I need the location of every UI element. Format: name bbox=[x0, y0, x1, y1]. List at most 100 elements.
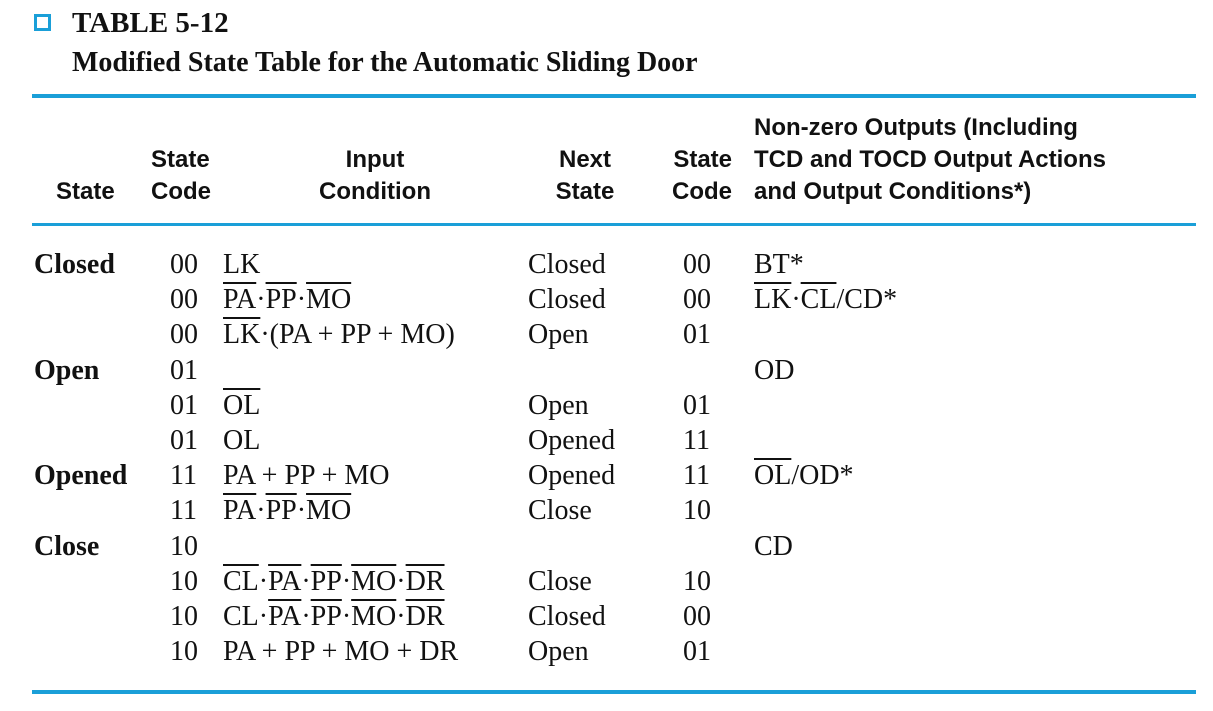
next-state-cell: Open bbox=[528, 319, 589, 351]
next-state-cell: Opened bbox=[528, 425, 616, 456]
input-condition-cell: PA + PP + MO bbox=[223, 458, 389, 493]
header-input-line2: Condition bbox=[319, 178, 431, 205]
next-state-cell: Closed bbox=[528, 284, 606, 316]
state-code-cell: 10 bbox=[170, 601, 198, 632]
term: PA + PP + MO + DR bbox=[223, 636, 459, 668]
input-condition-cell: LK·(PA + PP + MO) bbox=[223, 317, 455, 352]
input-condition-cell: CL·PA·PP·MO·DR bbox=[223, 599, 445, 634]
next-state-code-cell: 00 bbox=[683, 601, 711, 632]
complemented-term: PA bbox=[223, 284, 257, 316]
term: · bbox=[791, 284, 801, 316]
complemented-term: LK bbox=[223, 319, 261, 351]
next-state-code-cell: 11 bbox=[683, 460, 710, 492]
next-state-code-cell: 01 bbox=[683, 319, 711, 351]
bottom-rule bbox=[32, 690, 1196, 694]
table-row: 00 PA·PP·MO Closed 00 LK·CL/CD* bbox=[0, 282, 1213, 317]
table-row: 01 OL Open 01 bbox=[0, 388, 1213, 423]
outputs-cell: OD bbox=[754, 353, 794, 388]
state-code-cell: 01 bbox=[170, 389, 198, 421]
next-state-cell: Open bbox=[528, 636, 589, 668]
top-rule bbox=[32, 94, 1196, 98]
next-state-code-cell: 01 bbox=[683, 389, 711, 421]
header-next-state-line2: State bbox=[555, 178, 615, 205]
state-code-cell: 11 bbox=[170, 460, 197, 492]
next-state-code-cell: 00 bbox=[683, 249, 711, 280]
complemented-term: DR bbox=[405, 601, 445, 632]
term: PA + PP + MO bbox=[223, 460, 390, 492]
complemented-term: OL bbox=[754, 460, 792, 492]
complemented-term: PP bbox=[310, 601, 342, 632]
next-state-cell: Close bbox=[528, 495, 592, 527]
state-cell: Close bbox=[34, 530, 100, 562]
state-cell: Closed bbox=[34, 249, 115, 280]
header-next-code-line2: Code bbox=[672, 178, 732, 205]
header-input-line1: Input bbox=[345, 146, 405, 173]
complemented-term: DR bbox=[405, 565, 445, 597]
table-row: 10 CL·PA·PP·MO·DR Close 10 bbox=[0, 564, 1213, 599]
term: CL· bbox=[223, 601, 269, 632]
state-code-cell: 10 bbox=[170, 565, 198, 597]
outputs-cell: BT* bbox=[754, 247, 804, 282]
complemented-term: MO bbox=[306, 495, 352, 527]
term: OL bbox=[223, 425, 261, 456]
complemented-term: MO bbox=[306, 284, 352, 316]
next-state-cell: Opened bbox=[528, 460, 616, 492]
state-code-cell: 00 bbox=[170, 284, 198, 316]
outputs-cell: LK·CL/CD* bbox=[754, 282, 897, 317]
table-row: 00 LK·(PA + PP + MO) Open 01 bbox=[0, 317, 1213, 352]
table-row: Close 10 CD bbox=[0, 529, 1213, 564]
state-code-cell: 11 bbox=[170, 495, 197, 527]
state-code-cell: 00 bbox=[170, 249, 198, 280]
header-next-state-line1: Next bbox=[558, 146, 612, 173]
input-condition-cell: PA + PP + MO + DR bbox=[223, 634, 458, 669]
header-outputs-line1: Non-zero Outputs (Including bbox=[754, 114, 1078, 141]
next-state-code-cell: 00 bbox=[683, 284, 711, 316]
table-row: 11 PA·PP·MO Close 10 bbox=[0, 493, 1213, 528]
next-state-cell: Open bbox=[528, 389, 589, 421]
state-cell: Opened bbox=[34, 460, 128, 492]
table-title: Modified State Table for the Automatic S… bbox=[72, 47, 698, 78]
complemented-term: CL bbox=[223, 565, 259, 597]
term: · bbox=[296, 495, 307, 527]
term: · bbox=[301, 601, 311, 632]
complemented-term: PA bbox=[223, 495, 257, 527]
term: · bbox=[341, 601, 352, 632]
term: · bbox=[301, 565, 311, 597]
term: /OD* bbox=[791, 460, 854, 492]
state-code-cell: 10 bbox=[170, 636, 198, 668]
complemented-term: PP bbox=[265, 284, 297, 316]
next-state-cell: Closed bbox=[528, 601, 606, 632]
complemented-term: LK bbox=[754, 284, 792, 316]
outputs-cell: CD bbox=[754, 529, 793, 564]
term: CD bbox=[754, 530, 793, 562]
input-condition-cell: PA·PP·MO bbox=[223, 282, 351, 317]
next-state-code-cell: 10 bbox=[683, 565, 711, 597]
table-row: 10 CL·PA·PP·MO·DR Closed 00 bbox=[0, 599, 1213, 634]
term: · bbox=[296, 284, 307, 316]
term: · bbox=[258, 565, 269, 597]
complemented-term: PP bbox=[265, 495, 297, 527]
next-state-code-cell: 10 bbox=[683, 495, 711, 527]
term: · bbox=[396, 565, 406, 597]
state-code-cell: 01 bbox=[170, 354, 198, 386]
outputs-cell: OL/OD* bbox=[754, 458, 854, 493]
input-condition-cell: OL bbox=[223, 388, 260, 423]
term: OD bbox=[754, 354, 795, 386]
complemented-term: MO bbox=[351, 601, 397, 632]
input-condition-cell: CL·PA·PP·MO·DR bbox=[223, 564, 445, 599]
state-code-cell: 01 bbox=[170, 425, 198, 456]
complemented-term: MO bbox=[351, 565, 397, 597]
next-state-code-cell: 11 bbox=[683, 425, 710, 456]
header-next-code-line1: State bbox=[673, 146, 732, 173]
table-row: Opened 11 PA + PP + MO Opened 11 OL/OD* bbox=[0, 458, 1213, 493]
input-condition-cell: LK bbox=[223, 247, 260, 282]
term: /CD* bbox=[836, 284, 898, 316]
table-row: Open 01 OD bbox=[0, 353, 1213, 388]
header-outputs-line2: TCD and TOCD Output Actions bbox=[754, 146, 1106, 173]
complemented-term: PA bbox=[268, 565, 302, 597]
state-code-cell: 10 bbox=[170, 530, 198, 562]
term: · bbox=[256, 284, 266, 316]
header-state-code-line1: State bbox=[151, 146, 210, 173]
complemented-term: CL bbox=[800, 284, 837, 316]
term: · bbox=[341, 565, 352, 597]
